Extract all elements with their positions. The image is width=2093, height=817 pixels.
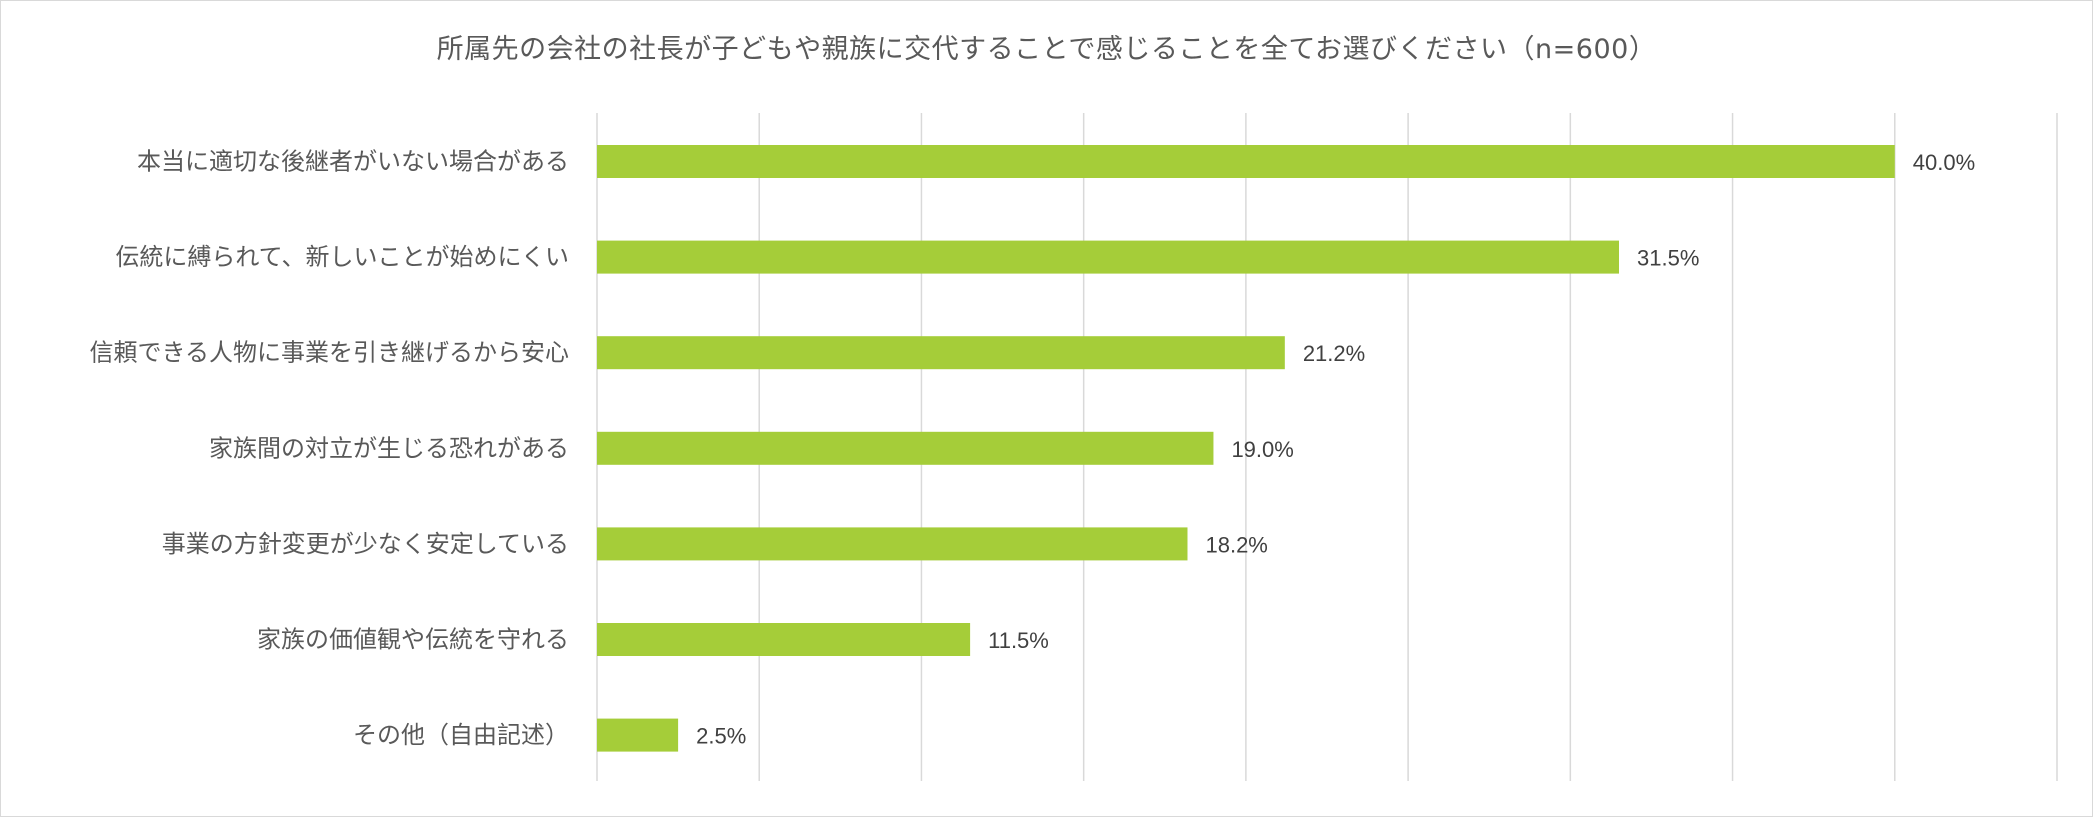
data-label: 21.2% [1303, 341, 1365, 366]
bar [597, 431, 1214, 465]
category-label: 伝統に縛られて、新しいことが始めにくい [115, 243, 569, 271]
chart-title: 所属先の会社の社長が子どもや親族に交代することで感じることを全てお選びください（… [436, 34, 1657, 65]
category-label: その他（自由記述） [353, 721, 569, 749]
category-label: 信頼できる人物に事業を引き継げるから安心 [89, 339, 569, 367]
bar [597, 240, 1619, 274]
data-label: 40.0% [1913, 150, 1975, 175]
category-label: 家族の価値観や伝統を守れる [257, 626, 569, 654]
data-label: 18.2% [1205, 532, 1267, 557]
bar [597, 527, 1188, 561]
category-label: 本当に適切な後継者がいない場合がある [137, 148, 569, 176]
bar [597, 336, 1285, 370]
data-label: 11.5% [988, 628, 1049, 653]
category-label: 家族間の対立が生じる恐れがある [209, 434, 569, 462]
category-label: 事業の方針変更が少なく安定している [162, 530, 569, 558]
bar [597, 145, 1895, 178]
bar [597, 718, 679, 752]
data-label: 19.0% [1231, 437, 1293, 462]
data-label: 2.5% [696, 724, 746, 749]
bar [597, 623, 971, 656]
data-label: 31.5% [1637, 246, 1699, 271]
